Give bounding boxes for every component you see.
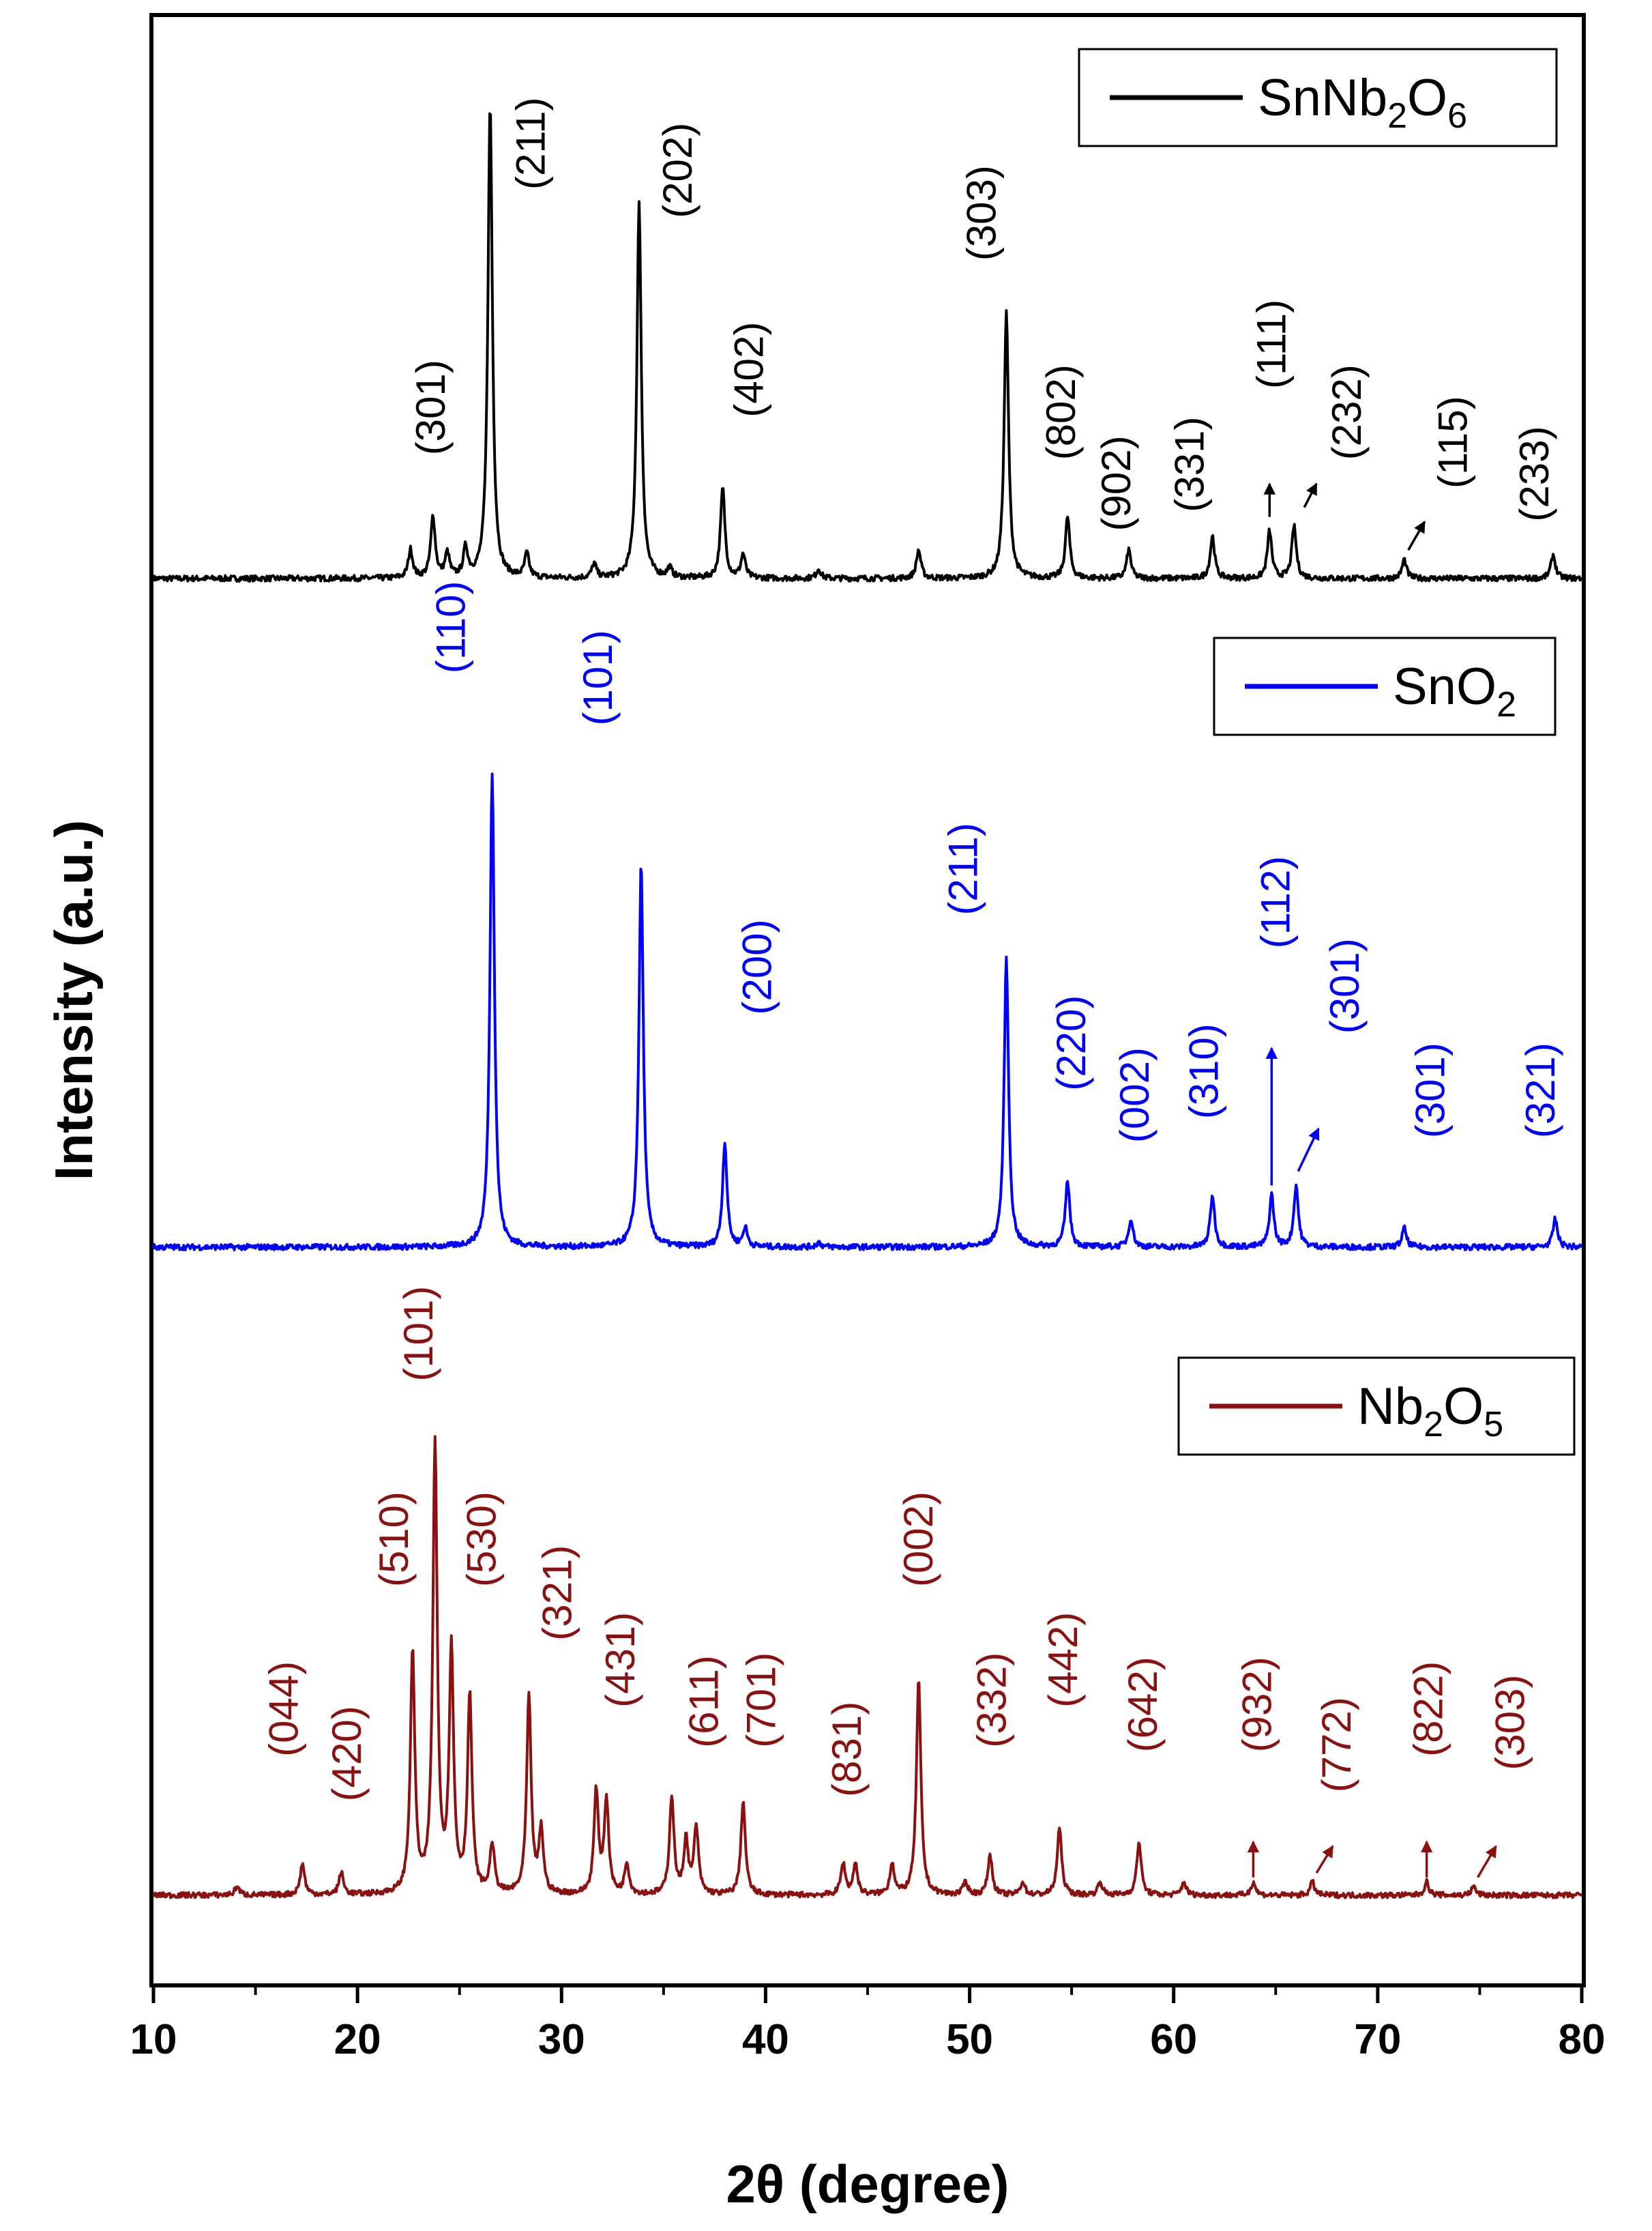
peak-label: (112) xyxy=(1252,856,1298,949)
peak-label: (115) xyxy=(1430,396,1476,489)
legend-label: SnO2 xyxy=(1393,658,1516,725)
peak-label: (431) xyxy=(598,1612,643,1708)
peak-arrow xyxy=(1303,482,1318,508)
x-tick-label: 30 xyxy=(538,2016,585,2063)
y-axis-title: Intensity (a.u.) xyxy=(44,820,104,1181)
series-SnO2: (110) (101) (200) (211) (220) (002) (310) (112)… xyxy=(152,581,1583,1252)
plot-frame xyxy=(149,13,1586,1987)
x-tick-label: 40 xyxy=(742,2016,789,2063)
peak-label: (701) xyxy=(738,1652,784,1748)
peak-label: (420) xyxy=(324,1706,370,1801)
peak-label: (802) xyxy=(1038,364,1084,460)
peak-label: (111) xyxy=(1248,300,1294,389)
peak-label: (211) xyxy=(941,823,986,916)
plot-layer: (301) (211) (202) (402) (303) (802)(902) (331)… xyxy=(152,48,1583,1899)
peak-label: (211) xyxy=(507,97,553,190)
x-tick-label: 70 xyxy=(1354,2016,1401,2063)
peak-label: (530) xyxy=(459,1491,505,1587)
peak-arrow xyxy=(1297,1127,1320,1172)
peak-arrow xyxy=(1476,1845,1497,1878)
peak-label: (220) xyxy=(1048,995,1094,1091)
legend-SnO2: SnO2 xyxy=(1213,637,1557,736)
peak-label: (831) xyxy=(824,1702,870,1797)
peak-label: (331) xyxy=(1167,417,1213,512)
x-tick-label: 80 xyxy=(1559,2016,1606,2063)
legend-label: Nb2O5 xyxy=(1357,1377,1503,1444)
x-tick-label: 20 xyxy=(334,2016,381,2063)
peak-label: (002) xyxy=(1112,1047,1157,1143)
x-tick-label: 60 xyxy=(1150,2016,1197,2063)
peak-label: (110) xyxy=(428,581,474,673)
legend-Nb2O5: Nb2O5 xyxy=(1177,1356,1576,1456)
peak-label: (310) xyxy=(1181,1023,1227,1119)
pattern-line-SnNb2O6 xyxy=(152,112,1582,583)
legend-SnNb2O6: SnNb2O6 xyxy=(1078,48,1558,147)
peak-arrow xyxy=(1315,1845,1334,1874)
x-tick-label: 10 xyxy=(130,2016,177,2063)
peak-label: (200) xyxy=(735,919,780,1015)
peak-label: (321) xyxy=(534,1545,580,1641)
pattern-line-SnO2 xyxy=(152,772,1583,1252)
peak-label: (902) xyxy=(1093,435,1139,531)
peak-label: (301) xyxy=(1322,938,1368,1034)
legend-label: SnNb2O6 xyxy=(1258,69,1467,136)
peak-label: (772) xyxy=(1314,1697,1359,1792)
peak-label: (002) xyxy=(896,1491,941,1587)
peak-label: (232) xyxy=(1324,364,1370,460)
peak-label: (101) xyxy=(575,630,621,725)
peak-label: (301) xyxy=(408,360,454,455)
peak-label: (611) xyxy=(681,1655,727,1748)
x-axis: 10 20 30 40 50 60 70 80 xyxy=(130,1985,1606,2063)
series-Nb2O5: (044) (420) (510) (101) (530) (321) (431) (611)… xyxy=(152,1286,1583,1899)
peak-label: (303) xyxy=(959,165,1005,261)
peak-label: (442) xyxy=(1040,1612,1086,1708)
series-SnNb2O6: (301) (211) (202) (402) (303) (802)(902) (331)… xyxy=(152,97,1582,583)
peak-label: (202) xyxy=(655,123,700,218)
peak-label: (332) xyxy=(969,1652,1015,1748)
peak-label: (510) xyxy=(371,1491,417,1587)
peak-label: (303) xyxy=(1487,1675,1533,1770)
peak-label: (101) xyxy=(396,1286,441,1382)
peak-label: (402) xyxy=(726,322,772,418)
x-axis-title: 2θ (degree) xyxy=(726,2154,1009,2214)
peak-label: (233) xyxy=(1511,426,1557,522)
peak-label: (932) xyxy=(1234,1657,1280,1752)
peak-label: (822) xyxy=(1406,1661,1451,1757)
peak-label: (044) xyxy=(261,1661,307,1757)
peak-label: (301) xyxy=(1408,1042,1454,1138)
peak-label: (321) xyxy=(1518,1042,1563,1138)
peak-arrow xyxy=(1407,521,1426,551)
x-tick-label: 50 xyxy=(946,2016,993,2063)
peak-label: (642) xyxy=(1120,1657,1166,1752)
pattern-line-Nb2O5 xyxy=(152,1435,1583,1899)
